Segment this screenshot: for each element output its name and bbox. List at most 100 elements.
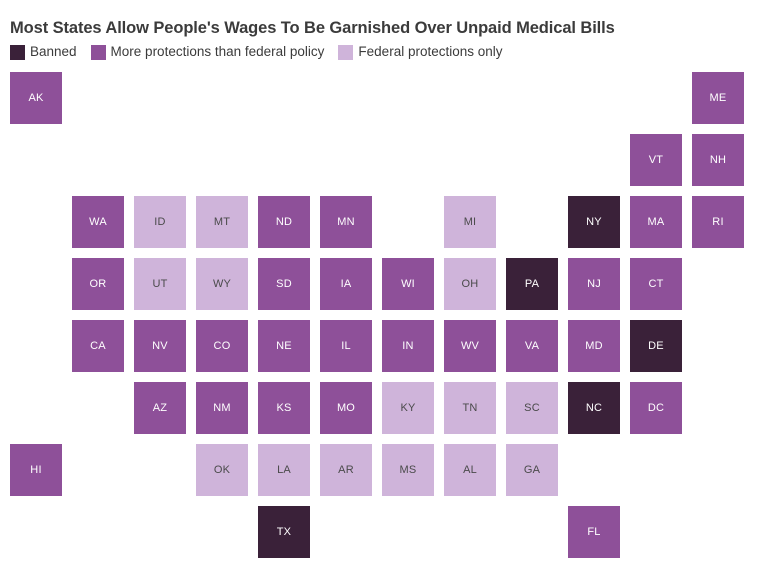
state-tile-label: OH bbox=[461, 278, 479, 290]
state-tile-ky[interactable]: KY bbox=[382, 382, 434, 434]
state-tile-nh[interactable]: NH bbox=[692, 134, 744, 186]
state-tile-ma[interactable]: MA bbox=[630, 196, 682, 248]
state-tile-label: KS bbox=[276, 402, 292, 414]
state-tile-nv[interactable]: NV bbox=[134, 320, 186, 372]
state-tile-nm[interactable]: NM bbox=[196, 382, 248, 434]
state-tile-sd[interactable]: SD bbox=[258, 258, 310, 310]
state-tile-label: ID bbox=[154, 216, 166, 228]
state-tile-nc[interactable]: NC bbox=[568, 382, 620, 434]
state-tile-nj[interactable]: NJ bbox=[568, 258, 620, 310]
state-tile-tn[interactable]: TN bbox=[444, 382, 496, 434]
state-tile-id[interactable]: ID bbox=[134, 196, 186, 248]
state-tile-label: VA bbox=[524, 340, 540, 352]
state-tile-de[interactable]: DE bbox=[630, 320, 682, 372]
state-tile-label: TN bbox=[462, 402, 478, 414]
state-tile-or[interactable]: OR bbox=[72, 258, 124, 310]
state-tile-label: GA bbox=[523, 464, 541, 476]
state-tile-tx[interactable]: TX bbox=[258, 506, 310, 558]
state-tile-md[interactable]: MD bbox=[568, 320, 620, 372]
state-tile-ak[interactable]: AK bbox=[10, 72, 62, 124]
state-tile-label: CT bbox=[648, 278, 664, 290]
state-tile-wa[interactable]: WA bbox=[72, 196, 124, 248]
state-tile-label: ND bbox=[275, 216, 293, 228]
state-tile-ar[interactable]: AR bbox=[320, 444, 372, 496]
legend-item-more[interactable]: More protections than federal policy bbox=[90, 43, 325, 61]
state-tile-fl[interactable]: FL bbox=[568, 506, 620, 558]
state-tile-label: MD bbox=[585, 340, 603, 352]
state-tile-label: MO bbox=[336, 402, 356, 414]
state-tile-label: SC bbox=[524, 402, 540, 414]
state-tile-mt[interactable]: MT bbox=[196, 196, 248, 248]
state-tile-ok[interactable]: OK bbox=[196, 444, 248, 496]
state-tile-label: IN bbox=[402, 340, 414, 352]
state-tile-label: SD bbox=[276, 278, 292, 290]
state-tile-il[interactable]: IL bbox=[320, 320, 372, 372]
state-tile-nd[interactable]: ND bbox=[258, 196, 310, 248]
state-tile-label: LA bbox=[277, 464, 291, 476]
state-tile-ca[interactable]: CA bbox=[72, 320, 124, 372]
state-tile-ct[interactable]: CT bbox=[630, 258, 682, 310]
state-tile-va[interactable]: VA bbox=[506, 320, 558, 372]
state-tile-wv[interactable]: WV bbox=[444, 320, 496, 372]
legend-item-federal[interactable]: Federal protections only bbox=[338, 43, 503, 61]
state-tile-label: FL bbox=[587, 526, 601, 538]
state-tile-wi[interactable]: WI bbox=[382, 258, 434, 310]
state-tile-oh[interactable]: OH bbox=[444, 258, 496, 310]
legend-swatch-more-icon bbox=[90, 44, 106, 60]
state-tile-ut[interactable]: UT bbox=[134, 258, 186, 310]
state-tile-sc[interactable]: SC bbox=[506, 382, 558, 434]
state-tile-label: DE bbox=[648, 340, 664, 352]
page-title: Most States Allow People's Wages To Be G… bbox=[10, 19, 615, 38]
state-tile-ga[interactable]: GA bbox=[506, 444, 558, 496]
state-tile-label: AR bbox=[338, 464, 354, 476]
legend-swatch-federal-icon bbox=[338, 44, 354, 60]
state-tile-ne[interactable]: NE bbox=[258, 320, 310, 372]
state-tile-pa[interactable]: PA bbox=[506, 258, 558, 310]
state-tile-ia[interactable]: IA bbox=[320, 258, 372, 310]
state-tile-label: VT bbox=[648, 154, 664, 166]
state-tile-ny[interactable]: NY bbox=[568, 196, 620, 248]
state-tile-label: HI bbox=[30, 464, 42, 476]
state-tile-label: UT bbox=[152, 278, 168, 290]
state-tile-la[interactable]: LA bbox=[258, 444, 310, 496]
state-tile-label: IL bbox=[341, 340, 351, 352]
state-tile-mn[interactable]: MN bbox=[320, 196, 372, 248]
legend-label-more: More protections than federal policy bbox=[110, 44, 325, 59]
state-tile-label: MA bbox=[647, 216, 665, 228]
state-tile-label: WI bbox=[401, 278, 415, 290]
state-tile-hi[interactable]: HI bbox=[10, 444, 62, 496]
state-tile-label: ME bbox=[709, 92, 727, 104]
legend-label-federal: Federal protections only bbox=[358, 44, 503, 59]
state-tile-ms[interactable]: MS bbox=[382, 444, 434, 496]
state-tile-co[interactable]: CO bbox=[196, 320, 248, 372]
state-tile-label: TX bbox=[276, 526, 292, 538]
state-tile-label: MS bbox=[399, 464, 417, 476]
state-tile-label: KY bbox=[400, 402, 416, 414]
state-tile-dc[interactable]: DC bbox=[630, 382, 682, 434]
state-tile-label: RI bbox=[712, 216, 724, 228]
state-tile-vt[interactable]: VT bbox=[630, 134, 682, 186]
legend-item-banned[interactable]: Banned bbox=[10, 43, 77, 61]
state-tile-ri[interactable]: RI bbox=[692, 196, 744, 248]
state-tile-label: MI bbox=[463, 216, 477, 228]
state-tile-az[interactable]: AZ bbox=[134, 382, 186, 434]
state-tile-label: MN bbox=[337, 216, 355, 228]
state-tile-al[interactable]: AL bbox=[444, 444, 496, 496]
state-tile-me[interactable]: ME bbox=[692, 72, 744, 124]
state-tile-label: DC bbox=[647, 402, 665, 414]
state-tile-label: MT bbox=[213, 216, 231, 228]
state-tile-label: CA bbox=[90, 340, 106, 352]
state-tile-wy[interactable]: WY bbox=[196, 258, 248, 310]
state-tile-label: CO bbox=[213, 340, 231, 352]
state-tile-label: OK bbox=[213, 464, 231, 476]
state-tile-label: NH bbox=[709, 154, 727, 166]
state-tile-label: NE bbox=[276, 340, 292, 352]
state-tile-mo[interactable]: MO bbox=[320, 382, 372, 434]
state-tile-mi[interactable]: MI bbox=[444, 196, 496, 248]
legend-swatch-banned-icon bbox=[10, 44, 25, 60]
state-tile-label: AZ bbox=[152, 402, 168, 414]
state-tile-in[interactable]: IN bbox=[382, 320, 434, 372]
legend-label-banned: Banned bbox=[30, 44, 77, 59]
state-tile-ks[interactable]: KS bbox=[258, 382, 310, 434]
